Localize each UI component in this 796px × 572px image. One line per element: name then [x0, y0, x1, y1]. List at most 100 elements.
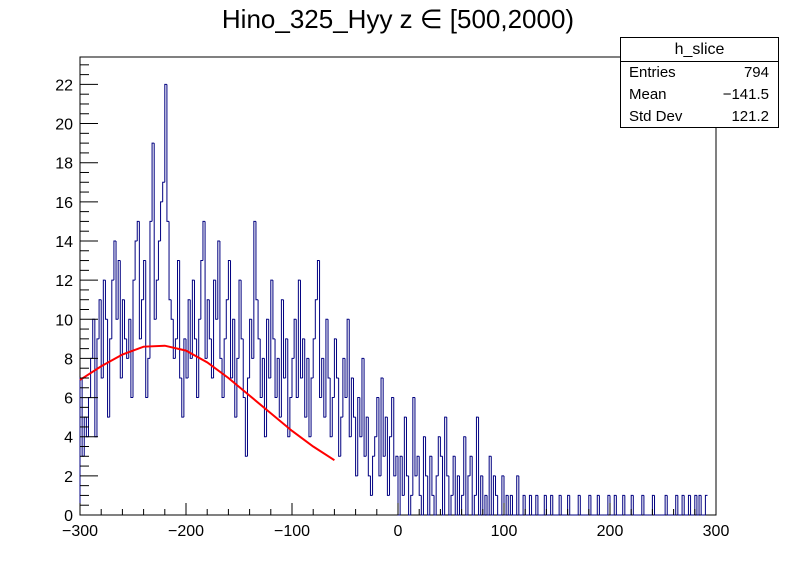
- histogram-series: [79, 83, 708, 516]
- histogram-bin: [308, 358, 312, 438]
- histogram-bin: [189, 299, 193, 359]
- histogram-bin: [448, 475, 451, 516]
- histogram-bin: [352, 377, 356, 418]
- histogram-bin: [704, 494, 708, 515]
- histogram-bin: [304, 338, 307, 418]
- histogram-bin: [399, 455, 403, 515]
- histogram-bin: [297, 279, 301, 398]
- histogram-bin: [132, 279, 136, 398]
- stats-row-entries: Entries 794: [621, 62, 778, 84]
- histogram-bin: [283, 299, 286, 379]
- histogram-bin: [268, 319, 271, 379]
- histogram-bin: [316, 260, 320, 300]
- histogram-bin: [444, 416, 447, 515]
- y-tick-label: 16: [55, 195, 73, 212]
- histogram-bin: [266, 318, 269, 437]
- histogram-bin: [577, 494, 581, 515]
- histogram-bin: [391, 397, 394, 437]
- histogram-bin: [509, 494, 513, 515]
- histogram-bin: [319, 260, 322, 399]
- y-tick-label: 20: [55, 117, 73, 134]
- histogram-bin: [100, 299, 104, 379]
- stats-label: Std Dev: [629, 108, 683, 125]
- histogram-bin: [234, 319, 237, 418]
- x-tick-label: 100: [491, 523, 518, 540]
- histogram-bin: [134, 240, 138, 281]
- histogram-bin: [230, 260, 233, 379]
- histogram-bin: [405, 417, 409, 477]
- histogram-bin: [569, 495, 572, 516]
- histogram-bin: [630, 494, 634, 515]
- stats-row-stddev: Std Dev 121.2: [621, 106, 778, 128]
- histogram-bin: [433, 495, 437, 516]
- histogram-bin: [550, 494, 553, 515]
- histogram-bin: [240, 280, 244, 340]
- histogram-bin: [210, 338, 214, 379]
- histogram-bin: [461, 494, 464, 515]
- histogram-bin: [518, 475, 521, 516]
- histogram-bin: [567, 494, 570, 515]
- histogram-bin: [232, 318, 235, 378]
- histogram-bin: [299, 280, 303, 379]
- histogram-bin: [425, 436, 428, 477]
- histogram-bin: [346, 318, 350, 398]
- histogram-bin: [348, 319, 352, 438]
- histogram-bin: [242, 338, 246, 399]
- histogram-bin: [249, 318, 252, 378]
- histogram-bin: [367, 417, 371, 477]
- histogram-bin: [664, 494, 668, 515]
- y-tick-label: 14: [55, 234, 73, 251]
- histogram-bin: [456, 475, 460, 515]
- histogram-bin: [124, 299, 127, 340]
- histogram-bin: [111, 279, 114, 339]
- x-tick-label: −100: [274, 523, 310, 540]
- histogram-bin: [255, 221, 259, 301]
- histogram-bin: [162, 181, 165, 202]
- histogram-bin: [422, 436, 426, 515]
- histogram-bin: [177, 260, 180, 339]
- stats-value: −141.5: [722, 86, 769, 103]
- histogram-bin: [484, 494, 488, 515]
- histogram-bin: [145, 260, 148, 399]
- histogram-bin: [253, 220, 256, 359]
- histogram-bin: [380, 377, 384, 476]
- histogram-bin: [350, 377, 354, 437]
- histogram-bin: [613, 494, 617, 515]
- histogram-bin: [208, 299, 212, 340]
- chart-title: Hino_325_Hyy z ∈ [500,2000): [221, 4, 575, 34]
- histogram-bin: [90, 357, 93, 398]
- x-tick-label: −200: [168, 523, 204, 540]
- histogram-bin: [588, 494, 591, 515]
- stats-box: h_slice Entries 794 Mean −141.5 Std Dev …: [620, 37, 779, 128]
- histogram-bin: [179, 260, 182, 379]
- histogram-bin: [287, 338, 290, 438]
- histogram-bin: [278, 358, 282, 418]
- histogram-bin: [403, 416, 407, 496]
- histogram-bin: [117, 260, 121, 320]
- histogram-bin: [340, 416, 343, 457]
- histogram-bin: [677, 495, 680, 516]
- stats-value: 121.2: [731, 108, 769, 125]
- histogram-bin: [259, 338, 263, 399]
- histogram-bin: [323, 358, 326, 418]
- histogram-bin: [183, 338, 186, 418]
- histogram-bin: [505, 494, 509, 515]
- histogram-bin: [507, 495, 511, 516]
- histogram-bin: [469, 455, 473, 476]
- histogram-bin: [579, 495, 583, 516]
- histogram-bin: [130, 319, 133, 399]
- histogram-bin: [204, 221, 208, 359]
- histogram-bin: [632, 495, 636, 516]
- histogram-bin: [414, 397, 418, 477]
- histogram-bin: [206, 299, 210, 359]
- histogram-bin: [136, 220, 140, 241]
- histogram-bin: [198, 318, 201, 398]
- histogram-bin: [420, 495, 424, 516]
- histogram-bin: [439, 436, 443, 457]
- histogram-bin: [119, 260, 123, 379]
- y-tick-label: 22: [55, 77, 73, 94]
- histogram-bin: [437, 436, 441, 476]
- histogram-bin: [480, 475, 483, 515]
- histogram-bin: [641, 494, 644, 515]
- histogram-bin: [140, 299, 144, 339]
